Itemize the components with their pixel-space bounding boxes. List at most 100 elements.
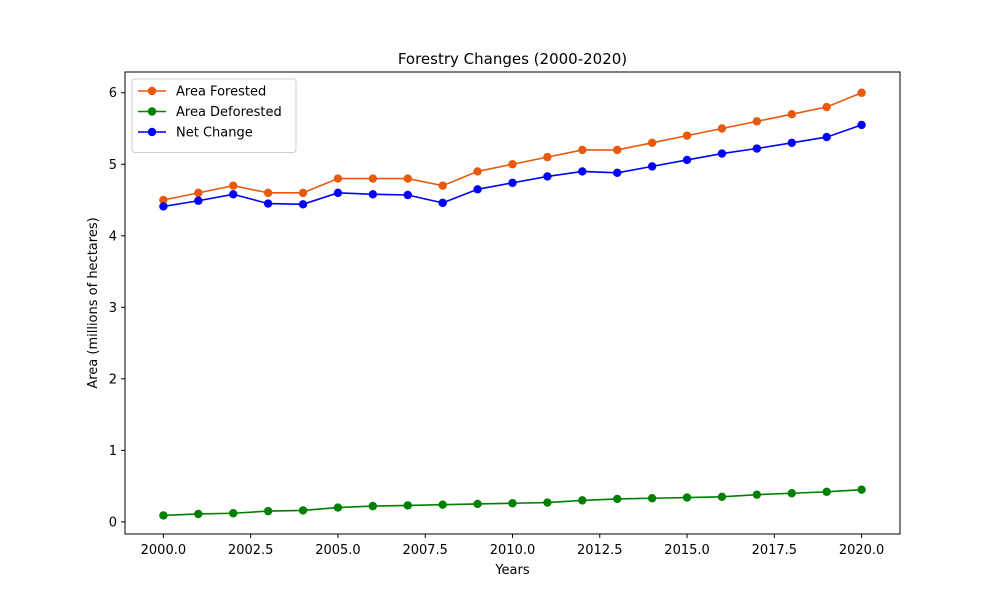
data-point-net-change (473, 185, 482, 194)
y-tick-label: 2 (109, 372, 117, 387)
data-point-area-forested (194, 188, 203, 198)
data-point-area-deforested (229, 509, 238, 518)
data-point-area-forested (333, 174, 343, 183)
y-tick-label: 1 (109, 444, 117, 459)
y-tick-label: 6 (109, 86, 117, 101)
data-point-net-change (717, 149, 727, 158)
legend-item: Net Change (138, 126, 253, 141)
data-point-net-change (857, 120, 866, 130)
data-point-net-change (194, 196, 203, 205)
data-point-area-forested (752, 117, 762, 126)
data-point-area-forested (368, 174, 378, 183)
legend-label: Area Forested (176, 85, 266, 100)
data-point-area-forested (438, 181, 447, 190)
series-area-deforested (159, 485, 866, 520)
data-point-area-deforested (159, 511, 168, 520)
data-point-net-change (787, 138, 796, 148)
data-point-area-forested (543, 152, 552, 162)
data-point-net-change (578, 167, 587, 176)
data-point-net-change (368, 190, 378, 199)
data-point-net-change (613, 168, 622, 178)
plot-area (159, 88, 866, 520)
legend-item: Area Deforested (138, 105, 282, 120)
data-point-area-forested (682, 131, 692, 140)
x-tick-label: 2010.0 (490, 543, 536, 558)
data-point-area-forested (613, 145, 622, 155)
x-axis: 2000.0 2002.5 2005.0 2007.5 2010.0 2012.5 2015… (141, 534, 885, 558)
data-point-area-deforested (298, 506, 308, 515)
data-point-net-change (159, 202, 168, 211)
data-point-area-deforested (263, 506, 273, 516)
data-point-net-change (403, 190, 412, 200)
data-point-area-deforested (752, 490, 762, 499)
data-point-area-forested (298, 188, 308, 198)
data-point-area-forested (473, 167, 482, 176)
series-net-change (159, 120, 866, 211)
data-point-area-deforested (647, 494, 657, 503)
data-point-area-deforested (333, 503, 343, 512)
data-point-area-forested (578, 145, 587, 155)
legend-label: Area Deforested (176, 105, 282, 120)
data-point-area-forested (508, 160, 517, 169)
chart-title: Forestry Changes (2000-2020) (398, 50, 627, 68)
x-tick-label: 2005.0 (315, 543, 361, 558)
y-tick-label: 4 (109, 229, 117, 244)
x-tick-label: 2015.0 (664, 543, 710, 558)
data-point-area-deforested (473, 499, 482, 509)
data-point-area-deforested (543, 498, 552, 507)
data-point-net-change (543, 172, 552, 181)
data-point-area-forested (822, 102, 831, 112)
data-point-net-change (822, 132, 831, 142)
data-point-area-forested (647, 138, 657, 148)
legend-label: Net Change (176, 126, 253, 141)
data-point-area-deforested (822, 487, 831, 497)
legend-item: Area Forested (138, 85, 266, 100)
x-axis-label: Years (494, 563, 530, 578)
data-point-area-deforested (194, 509, 203, 519)
data-point-area-forested (229, 181, 238, 190)
data-point-area-deforested (403, 501, 412, 510)
legend: Area Forested Area Deforested Net Change (131, 78, 297, 153)
x-tick-label: 2007.5 (402, 543, 448, 558)
legend-box (131, 78, 297, 153)
data-point-area-forested (263, 188, 273, 198)
data-point-area-deforested (438, 500, 447, 509)
data-point-net-change (508, 178, 517, 188)
data-point-area-forested (857, 88, 866, 97)
data-point-area-forested (159, 195, 168, 205)
data-point-area-deforested (368, 501, 378, 511)
data-point-net-change (682, 155, 692, 165)
data-point-area-deforested (508, 499, 517, 508)
data-point-net-change (647, 162, 657, 171)
data-point-net-change (438, 198, 447, 208)
data-point-net-change (263, 199, 273, 208)
data-point-area-deforested (717, 492, 727, 502)
data-point-area-deforested (613, 494, 622, 504)
x-tick-label: 2002.5 (228, 543, 274, 558)
legend-marker-swatch (147, 107, 157, 116)
x-tick-label: 2012.5 (577, 543, 623, 558)
data-point-area-deforested (578, 496, 587, 505)
y-axis: 0 1 2 3 4 5 6 (109, 86, 125, 530)
data-point-area-forested (403, 174, 412, 183)
x-tick-label: 2020.0 (839, 543, 885, 558)
x-tick-label: 2000.0 (141, 543, 187, 558)
x-tick-label: 2017.5 (752, 543, 798, 558)
data-point-area-forested (787, 109, 796, 119)
data-point-area-deforested (682, 493, 692, 502)
data-point-net-change (298, 200, 308, 209)
y-axis-label: Area (millions of hectares) (86, 217, 101, 388)
y-tick-label: 5 (109, 158, 117, 173)
legend-marker-swatch (147, 127, 157, 137)
y-tick-label: 3 (109, 301, 117, 316)
data-point-net-change (333, 188, 343, 198)
data-point-net-change (752, 144, 762, 153)
data-point-net-change (229, 190, 238, 199)
data-point-area-forested (717, 124, 727, 133)
data-point-area-deforested (787, 489, 796, 498)
series-area-forested (159, 88, 866, 205)
y-tick-label: 0 (109, 515, 117, 530)
legend-marker-swatch (147, 86, 157, 96)
data-point-area-deforested (857, 485, 866, 494)
